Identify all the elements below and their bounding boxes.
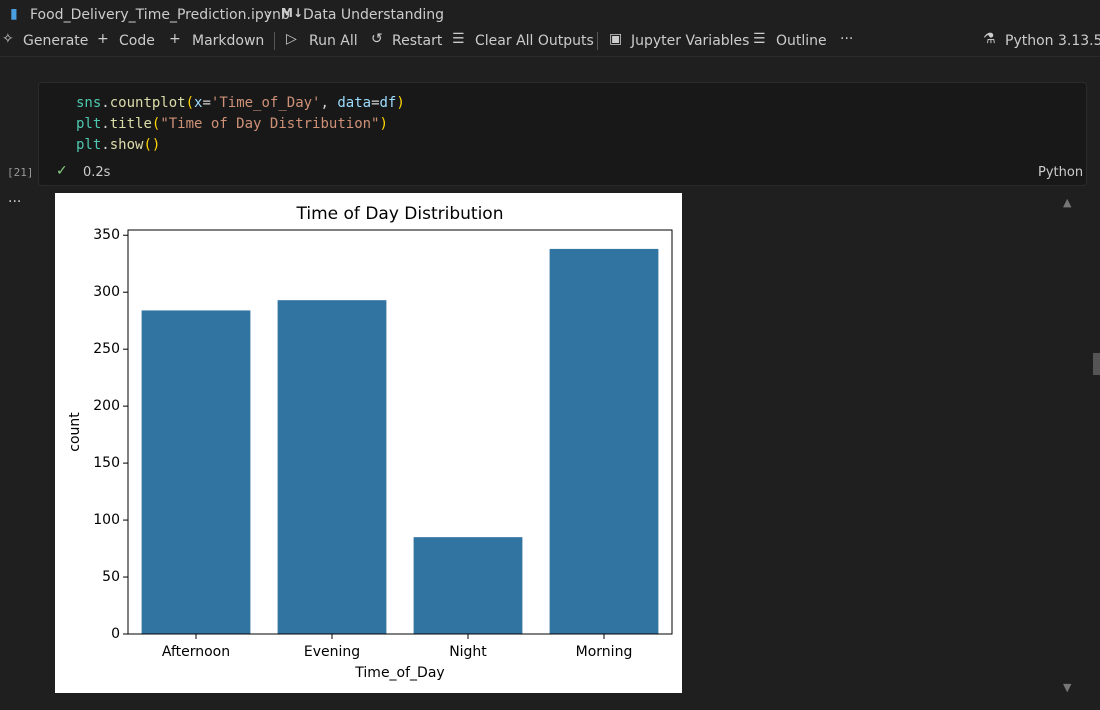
toolbar-button[interactable]: Generate [23, 33, 89, 49]
toolbar-icon: ☰ [452, 31, 465, 47]
chart-title: Time of Day Distribution [296, 204, 504, 224]
toolbar-button[interactable]: Clear All Outputs [475, 33, 594, 49]
toolbar-separator [597, 32, 598, 50]
y-axis-label: count [67, 412, 83, 452]
toolbar-button[interactable]: Restart [392, 33, 443, 49]
scrollbar-thumb[interactable] [1093, 353, 1100, 375]
x-tick-label: Morning [576, 644, 633, 660]
success-icon: ✓ [56, 163, 68, 179]
toolbar-button[interactable]: Run All [309, 33, 358, 49]
markdown-icon: M↓ [281, 6, 303, 20]
output-menu[interactable]: ··· [8, 194, 22, 210]
plot-frame [127, 229, 673, 635]
toolbar-icon: + [169, 31, 181, 47]
y-tick-label: 150 [93, 455, 120, 471]
bar [549, 248, 659, 634]
x-axis-label: Time_of_Day [354, 665, 444, 681]
more-button[interactable]: ··· [840, 31, 854, 47]
toolbar-separator [274, 32, 275, 50]
y-tick-label: 350 [93, 227, 120, 243]
x-tick-label: Evening [304, 644, 360, 660]
y-tick-label: 100 [93, 512, 120, 528]
y-tick-label: 50 [102, 569, 120, 585]
cell-language[interactable]: Python [1038, 165, 1084, 180]
toolbar-icon: ☰ [753, 31, 766, 47]
bar [141, 310, 251, 634]
y-tick-label: 250 [93, 341, 120, 357]
breadcrumb-file[interactable]: Food_Delivery_Time_Prediction.ipynb [30, 7, 290, 23]
x-tick-label: Night [449, 644, 487, 660]
toolbar-button[interactable]: Jupyter Variables [631, 33, 750, 49]
toolbar-button[interactable]: Outline [776, 33, 827, 49]
file-icon: ▮ [10, 6, 18, 22]
code-line: plt.show() [76, 137, 161, 153]
chart: Time of Day Distribution Time_of_Day cou… [55, 193, 682, 693]
scroll-up[interactable]: ▲ [1063, 196, 1072, 209]
code-line: plt.title("Time of Day Distribution") [76, 116, 388, 132]
breadcrumb-separator: › [266, 6, 272, 22]
bar [413, 537, 523, 634]
scroll-down[interactable]: ▼ [1063, 681, 1072, 694]
y-tick-label: 200 [93, 398, 120, 414]
toolbar-icon: ▷ [286, 31, 297, 47]
execution-time: 0.2s [83, 165, 111, 180]
execution-count: [21] [7, 166, 34, 179]
toolbar-border [0, 56, 1100, 57]
breadcrumb-section[interactable]: Data Understanding [303, 7, 445, 23]
toolbar-icon: ✧ [2, 31, 14, 47]
toolbar-icon: ↺ [371, 31, 383, 47]
code-cell[interactable] [38, 82, 1087, 186]
toolbar-icon: ▣ [609, 31, 623, 47]
y-tick-label: 300 [93, 284, 120, 300]
kernel-label[interactable]: Python 3.13.5 [1005, 33, 1100, 49]
bar [277, 300, 387, 634]
toolbar-icon: + [97, 31, 109, 47]
y-tick-label: 0 [111, 626, 120, 642]
code-line: sns.countplot(x='Time_of_Day', data=df) [76, 95, 405, 111]
kernel-icon: ⚗ [983, 31, 996, 47]
toolbar-button[interactable]: Code [119, 33, 155, 49]
x-tick-label: Afternoon [162, 644, 230, 660]
toolbar-button[interactable]: Markdown [192, 33, 265, 49]
